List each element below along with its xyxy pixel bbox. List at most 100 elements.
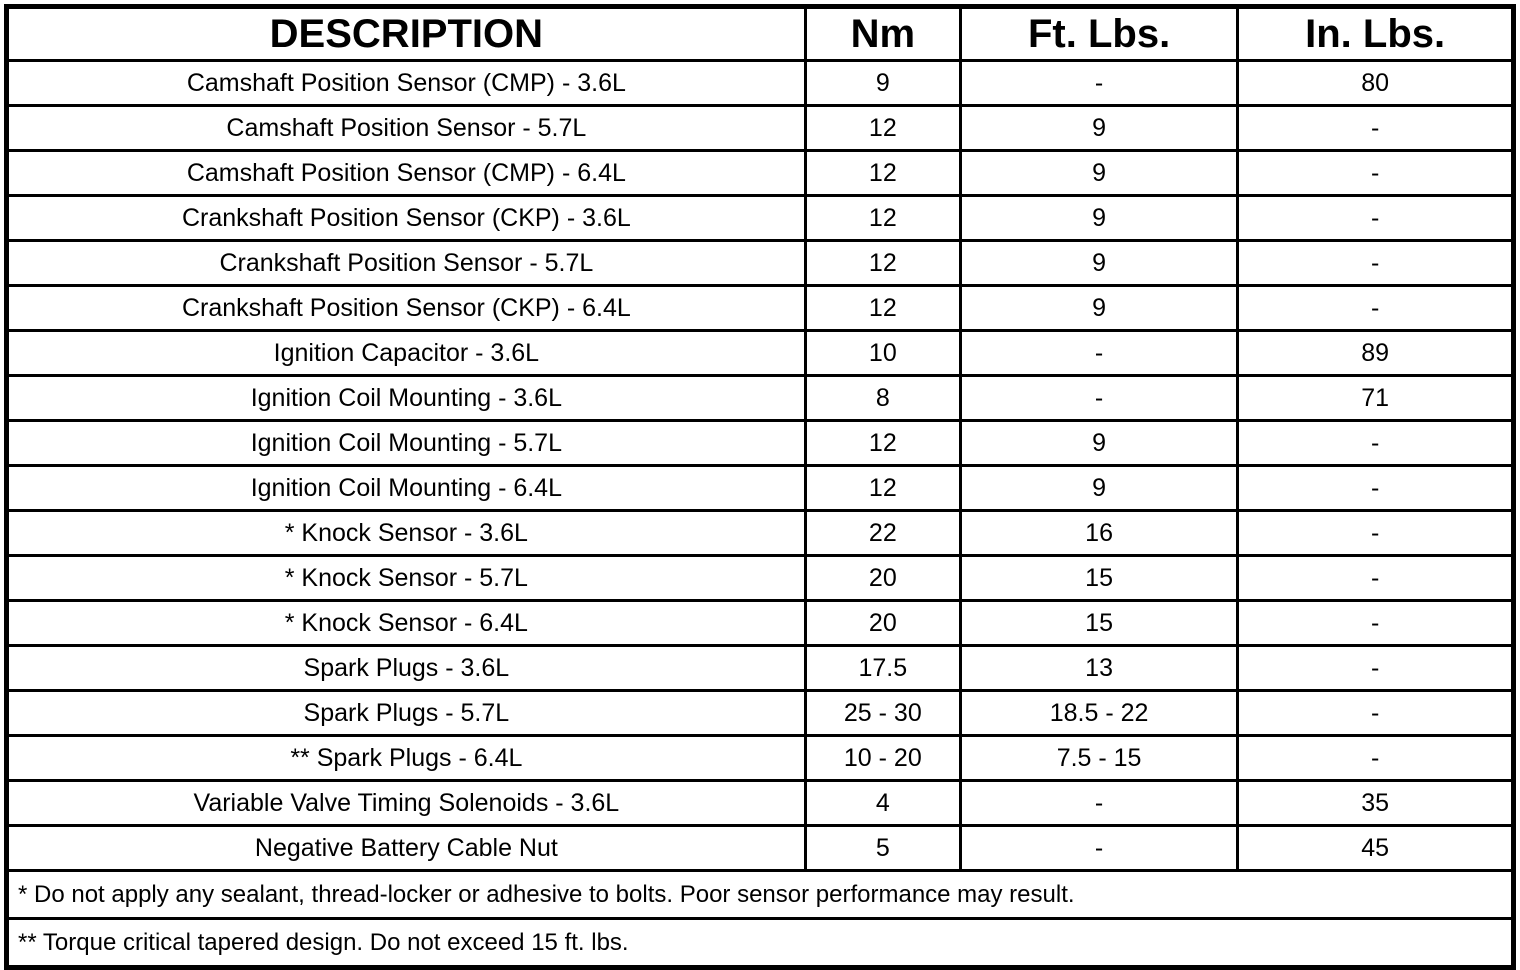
in-lbs-value-cell: - [1236,284,1515,332]
description-cell: Camshaft Position Sensor - 5.7L [5,104,807,152]
table-row: Ignition Coil Mounting - 6.4L 12 9- [5,464,1515,512]
table-row: * Knock Sensor - 6.4L 20 15- [5,599,1515,647]
nm-value-cell: 12 [803,464,962,512]
nm-value-cell: 12 [803,104,962,152]
in-lbs-value-cell: 89 [1236,329,1515,377]
nm-value-cell: 9 [803,59,962,107]
in-lbs-value-cell: - [1236,509,1515,557]
table-body: Camshaft Position Sensor (CMP) - 3.6L 9-8… [5,59,1515,872]
nm-value-cell: 12 [803,419,962,467]
ft-lbs-value-cell: 9 [958,419,1240,467]
description-cell: * Knock Sensor - 3.6L [5,509,807,557]
nm-value-cell: 20 [803,599,962,647]
nm-value-cell: 10 [803,329,962,377]
in-lbs-value-cell: - [1236,149,1515,197]
table-row: Ignition Coil Mounting - 5.7L 12 9- [5,419,1515,467]
description-cell: Ignition Coil Mounting - 5.7L [5,419,807,467]
description-cell: Camshaft Position Sensor (CMP) - 3.6L [5,59,807,107]
torque-spec-table: DESCRIPTION Nm Ft. Lbs. In. Lbs. Camshaf… [4,4,1516,970]
nm-value-cell: 17.5 [803,644,962,692]
nm-value-cell: 22 [803,509,962,557]
nm-value-cell: 12 [803,239,962,287]
description-cell: Spark Plugs - 5.7L [5,689,807,737]
in-lbs-value-cell: 80 [1236,59,1515,107]
description-cell: Spark Plugs - 3.6L [5,644,807,692]
in-lbs-value-cell: 35 [1236,779,1515,827]
table-row: Crankshaft Position Sensor - 5.7L 12 9- [5,239,1515,287]
description-cell: ** Spark Plugs - 6.4L [5,734,807,782]
description-cell: Camshaft Position Sensor (CMP) - 6.4L [5,149,807,197]
description-cell: Negative Battery Cable Nut [5,824,807,872]
in-lbs-value-cell: - [1236,734,1515,782]
nm-value-cell: 10 - 20 [803,734,962,782]
in-lbs-value-cell: - [1236,464,1515,512]
ft-lbs-value-cell: 16 [958,509,1240,557]
table-row: Negative Battery Cable Nut 5-45 [5,824,1515,872]
column-header-ft-lbs: Ft. Lbs. [958,5,1240,62]
nm-value-cell: 5 [803,824,962,872]
table-row: ** Spark Plugs - 6.4L 10 - 20 7.5 - 15- [5,734,1515,782]
footnote-sealant-warning: * Do not apply any sealant, thread-locke… [5,869,1515,920]
table-row: Camshaft Position Sensor (CMP) - 3.6L 9-8… [5,59,1515,107]
table-row: Variable Valve Timing Solenoids - 3.6L 4-… [5,779,1515,827]
table-row: Crankshaft Position Sensor (CKP) - 6.4L 1… [5,284,1515,332]
description-cell: Crankshaft Position Sensor (CKP) - 3.6L [5,194,807,242]
ft-lbs-value-cell: 9 [958,239,1240,287]
table-row: Crankshaft Position Sensor (CKP) - 3.6L 1… [5,194,1515,242]
table-row: * Knock Sensor - 5.7L 20 15- [5,554,1515,602]
nm-value-cell: 20 [803,554,962,602]
footnote-row: * Do not apply any sealant, thread-locke… [5,869,1515,920]
table-row: Ignition Coil Mounting - 3.6L 8-71 [5,374,1515,422]
ft-lbs-value-cell: 9 [958,284,1240,332]
column-header-description: DESCRIPTION [5,5,807,62]
nm-value-cell: 4 [803,779,962,827]
in-lbs-value-cell: - [1236,239,1515,287]
description-cell: Ignition Capacitor - 3.6L [5,329,807,377]
nm-value-cell: 12 [803,284,962,332]
header-row: DESCRIPTION Nm Ft. Lbs. In. Lbs. [5,5,1515,62]
table-row: * Knock Sensor - 3.6L 22 16- [5,509,1515,557]
nm-value-cell: 12 [803,149,962,197]
footnote-row: ** Torque critical tapered design. Do no… [5,917,1515,969]
table-row: Camshaft Position Sensor (CMP) - 6.4L 12 9… [5,149,1515,197]
ft-lbs-value-cell: 7.5 - 15 [958,734,1240,782]
in-lbs-value-cell: - [1236,599,1515,647]
in-lbs-value-cell: - [1236,554,1515,602]
table-footnotes: * Do not apply any sealant, thread-locke… [5,869,1515,969]
ft-lbs-value-cell: - [958,59,1240,107]
table-row: Ignition Capacitor - 3.6L 10-89 [5,329,1515,377]
in-lbs-value-cell: 45 [1236,824,1515,872]
ft-lbs-value-cell: - [958,824,1240,872]
description-cell: Crankshaft Position Sensor (CKP) - 6.4L [5,284,807,332]
description-cell: * Knock Sensor - 5.7L [5,554,807,602]
footnote-torque-critical: ** Torque critical tapered design. Do no… [5,917,1515,969]
ft-lbs-value-cell: 9 [958,149,1240,197]
in-lbs-value-cell: - [1236,419,1515,467]
description-cell: Ignition Coil Mounting - 3.6L [5,374,807,422]
ft-lbs-value-cell: 9 [958,104,1240,152]
in-lbs-value-cell: 71 [1236,374,1515,422]
ft-lbs-value-cell: - [958,779,1240,827]
description-cell: Variable Valve Timing Solenoids - 3.6L [5,779,807,827]
description-cell: * Knock Sensor - 6.4L [5,599,807,647]
nm-value-cell: 12 [803,194,962,242]
table-row: Spark Plugs - 3.6L 17.5 13- [5,644,1515,692]
ft-lbs-value-cell: 13 [958,644,1240,692]
table-header: DESCRIPTION Nm Ft. Lbs. In. Lbs. [5,5,1515,62]
ft-lbs-value-cell: 9 [958,464,1240,512]
in-lbs-value-cell: - [1236,644,1515,692]
column-header-in-lbs: In. Lbs. [1236,5,1515,62]
in-lbs-value-cell: - [1236,194,1515,242]
in-lbs-value-cell: - [1236,689,1515,737]
ft-lbs-value-cell: 15 [958,554,1240,602]
ft-lbs-value-cell: - [958,374,1240,422]
ft-lbs-value-cell: - [958,329,1240,377]
ft-lbs-value-cell: 9 [958,194,1240,242]
description-cell: Crankshaft Position Sensor - 5.7L [5,239,807,287]
nm-value-cell: 25 - 30 [803,689,962,737]
torque-spec-page: DESCRIPTION Nm Ft. Lbs. In. Lbs. Camshaf… [4,4,1516,970]
table-row: Camshaft Position Sensor - 5.7L 12 9- [5,104,1515,152]
ft-lbs-value-cell: 15 [958,599,1240,647]
column-header-nm: Nm [803,5,962,62]
ft-lbs-value-cell: 18.5 - 22 [958,689,1240,737]
